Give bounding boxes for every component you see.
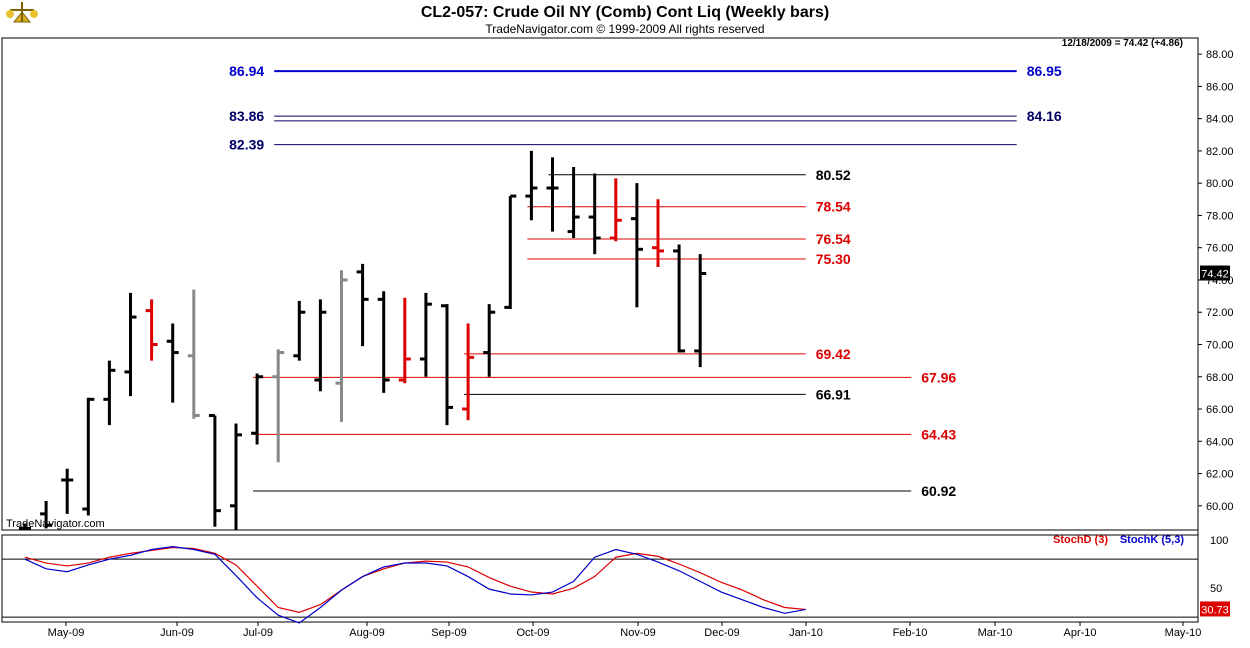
level-label-left: 82.39 <box>229 137 264 153</box>
ohlc-bar <box>441 304 453 426</box>
chart-title: CL2-057: Crude Oil NY (Comb) Cont Liq (W… <box>421 4 829 21</box>
y-tick-label: 84.00 <box>1206 114 1234 126</box>
ohlc-bar <box>272 349 285 463</box>
legend-entry: StochD (3) <box>1053 534 1108 546</box>
y-tick-label: 70.00 <box>1206 339 1234 351</box>
ohlc-bar <box>609 178 622 242</box>
ohlc-bar <box>356 263 369 347</box>
ohlc-bar <box>504 194 517 310</box>
ohlc-bar <box>588 173 601 255</box>
stochastic-tag-label: 30.73 <box>1201 604 1229 616</box>
ohlc-bar <box>82 397 95 516</box>
ohlc-bar <box>293 300 306 361</box>
y-tick-label: 62.00 <box>1206 469 1234 481</box>
stochastic-y-tick-label: 100 <box>1210 535 1228 547</box>
y-tick-label: 72.00 <box>1206 307 1234 319</box>
x-tick-label: Jul-09 <box>243 627 273 639</box>
y-tick-label: 80.00 <box>1206 178 1234 190</box>
y-tick-label: 64.00 <box>1206 436 1234 448</box>
y-tick-label: 78.00 <box>1206 210 1234 222</box>
x-tick-label: Nov-09 <box>620 627 655 639</box>
x-tick-label: Feb-10 <box>893 627 928 639</box>
ohlc-bar <box>630 183 643 308</box>
stochastic-y-tick-label: 50 <box>1210 583 1222 595</box>
x-tick-label: Oct-09 <box>516 627 549 639</box>
x-tick-label: Dec-09 <box>704 627 739 639</box>
stochastic-panel-frame <box>1 534 1199 623</box>
level-label-right: 67.96 <box>921 369 956 385</box>
price-panel: 60.0062.0064.0066.0068.0070.0072.0074.00… <box>1 37 1234 622</box>
level-label-left: 86.94 <box>229 63 264 79</box>
ohlc-bar <box>483 304 496 377</box>
y-tick-label: 66.00 <box>1206 404 1234 416</box>
x-tick-label: May-10 <box>1165 627 1202 639</box>
ohlc-bar <box>230 423 242 530</box>
y-tick-label: 60.00 <box>1206 501 1234 513</box>
ohlc-bar <box>19 523 31 530</box>
ohlc-bar <box>694 254 707 368</box>
ohlc-bar <box>187 289 200 419</box>
ohlc-bar <box>124 292 137 397</box>
ohlc-bar <box>567 167 580 239</box>
level-label-right: 76.54 <box>816 231 851 247</box>
ohlc-bar <box>673 244 686 353</box>
ohlc-bar <box>335 270 348 422</box>
ohlc-bar <box>61 468 74 514</box>
level-label-right: 84.16 <box>1027 108 1062 124</box>
stochastic-series-line <box>24 545 806 624</box>
level-label-right: 80.52 <box>816 167 851 183</box>
stochastic-series-line <box>24 546 806 613</box>
ohlc-bar <box>40 500 53 529</box>
ohlc-bar <box>525 150 538 221</box>
ohlc-bar <box>251 373 264 445</box>
y-tick-label: 88.00 <box>1206 49 1234 61</box>
stochastic-panel: 100 50 StochD (3) StochK (5,3) 30.73 <box>1 534 1230 624</box>
chart-subtitle: TradeNavigator.com © 1999-2009 All right… <box>485 22 764 36</box>
level-label-right: 69.42 <box>816 346 851 362</box>
ohlc-bar <box>419 292 432 377</box>
level-label-right: 78.54 <box>816 199 851 215</box>
legend-entry: StochK (5,3) <box>1120 534 1185 546</box>
level-label-left: 83.86 <box>229 108 264 124</box>
ohlc-bar <box>652 199 664 268</box>
ohlc-bar <box>398 297 411 384</box>
price-tag-box <box>1200 265 1230 281</box>
ohlc-bar <box>314 299 327 392</box>
ohlc-bar <box>208 413 221 527</box>
y-tick-label: 86.00 <box>1206 81 1234 93</box>
x-tick-label: Jan-10 <box>789 627 823 639</box>
ohlc-bar <box>377 291 390 393</box>
ohlc-bar <box>166 323 179 403</box>
last-value-readout: 12/18/2009 = 74.42 (+4.86) <box>1062 38 1183 49</box>
x-tick-label: Mar-10 <box>978 627 1013 639</box>
level-label-right: 66.91 <box>816 386 851 402</box>
ohlc-bar <box>103 360 116 426</box>
stochastic-tag-box <box>1200 601 1230 617</box>
price-tag-label: 74.42 <box>1201 269 1229 281</box>
y-tick-label: 82.00 <box>1206 146 1234 158</box>
x-tick-label: May-09 <box>48 627 85 639</box>
x-tick-label: Aug-09 <box>349 627 384 639</box>
ohlc-bar <box>462 323 475 421</box>
level-label-right: 60.92 <box>921 483 956 499</box>
y-tick-label: 76.00 <box>1206 243 1234 255</box>
level-label-right: 75.30 <box>816 251 851 267</box>
level-label-right: 86.95 <box>1027 63 1062 79</box>
x-tick-label: Sep-09 <box>431 627 466 639</box>
x-axis: May-09 Jun-09 Jul-09 Aug-09 Sep-09 Oct-09 Nov-… <box>48 622 1202 639</box>
x-tick-label: Jun-09 <box>160 627 194 639</box>
trade-navigator-logo-icon <box>6 2 38 23</box>
ohlc-bar <box>546 157 559 232</box>
y-tick-label: 68.00 <box>1206 372 1234 384</box>
level-label-right: 64.43 <box>921 426 956 442</box>
ohlc-bar <box>145 299 158 361</box>
x-tick-label: Apr-10 <box>1063 627 1096 639</box>
